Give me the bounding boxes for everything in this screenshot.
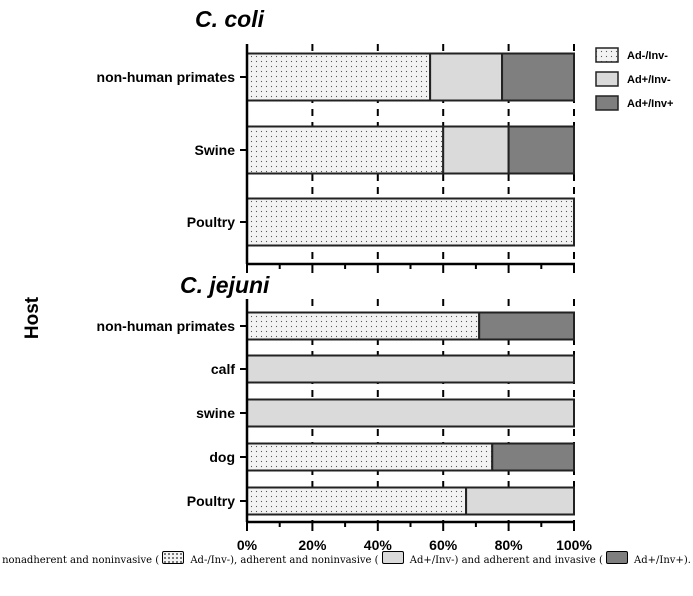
legend-swatch-ad-inv <box>595 71 619 87</box>
legend: Ad-/Inv- Ad+/Inv- Ad+/Inv+ <box>595 47 673 111</box>
bar-swine-ad-inv <box>246 125 445 175</box>
category-label: non-human primates <box>97 318 236 334</box>
caption-dotted-swatch-icon <box>162 551 185 564</box>
bar-dog-ad-inv <box>246 442 494 472</box>
bar-poultry-ad-inv <box>246 197 575 247</box>
legend-label: Ad+/Inv+ <box>627 98 673 110</box>
legend-label: Ad+/Inv- <box>627 74 671 86</box>
category-label: Poultry <box>187 493 235 509</box>
caption-text-3: Ad+/Inv-) and adherent and invasive ( <box>406 555 603 566</box>
bar-dog-ad-inv <box>491 442 575 472</box>
x-tick-label: 0% <box>237 537 258 550</box>
caption-dark-swatch-icon <box>605 551 628 564</box>
bar-swine-ad-inv <box>442 125 510 175</box>
legend-label: Ad-/Inv- <box>627 50 668 62</box>
caption-text-1: nonadherent and noninvasive ( <box>2 555 160 566</box>
y-axis-title: Host <box>22 296 43 339</box>
category-label: Swine <box>195 142 236 158</box>
legend-swatch-ad-inv <box>595 47 619 63</box>
category-label: calf <box>211 361 235 377</box>
bar-non-human-primates-ad-inv <box>478 311 576 341</box>
category-label: Poultry <box>187 214 235 230</box>
x-tick-label: 100% <box>556 537 592 550</box>
bar-non-human-primates-ad-inv <box>429 52 504 102</box>
c-coli-panel: C. coli non-human primates Swine Poultry <box>97 6 576 273</box>
stacked-bar-chart: C. coli non-human primates Swine Poultry C.… <box>22 6 673 550</box>
chart-title: C. coli <box>195 6 265 32</box>
bar-non-human-primates-ad-inv <box>246 311 481 341</box>
category-label: swine <box>196 405 235 421</box>
chart-title: C. jejuni <box>180 272 270 298</box>
bar-non-human-primates-ad-inv <box>501 52 575 102</box>
bar-non-human-primates-ad-inv <box>246 52 432 102</box>
caption-light-swatch-icon <box>381 551 404 564</box>
bar-poultry-ad-inv <box>465 486 575 516</box>
bar-swine-ad-inv <box>246 398 575 428</box>
x-tick-label: 20% <box>298 537 327 550</box>
x-tick-label: 60% <box>429 537 458 550</box>
category-label: non-human primates <box>97 69 236 85</box>
bar-poultry-ad-inv <box>246 486 468 516</box>
x-tick-label: 80% <box>495 537 524 550</box>
c-jejuni-panel: C. jejuni non-human primates calf swine dog P… <box>97 272 593 550</box>
bar-calf-ad-inv <box>246 354 575 384</box>
category-label: dog <box>209 449 235 465</box>
caption-text-2: Ad-/Inv-), adherent and noninvasive ( <box>187 555 379 566</box>
caption-text-4: Ad+/Inv+). <box>630 555 691 566</box>
figure-caption: nonadherent and noninvasive ( Ad-/Inv-),… <box>0 550 693 572</box>
bar-swine-ad-inv <box>507 125 576 175</box>
legend-swatch-ad-inv <box>595 95 619 111</box>
x-tick-label: 40% <box>364 537 393 550</box>
